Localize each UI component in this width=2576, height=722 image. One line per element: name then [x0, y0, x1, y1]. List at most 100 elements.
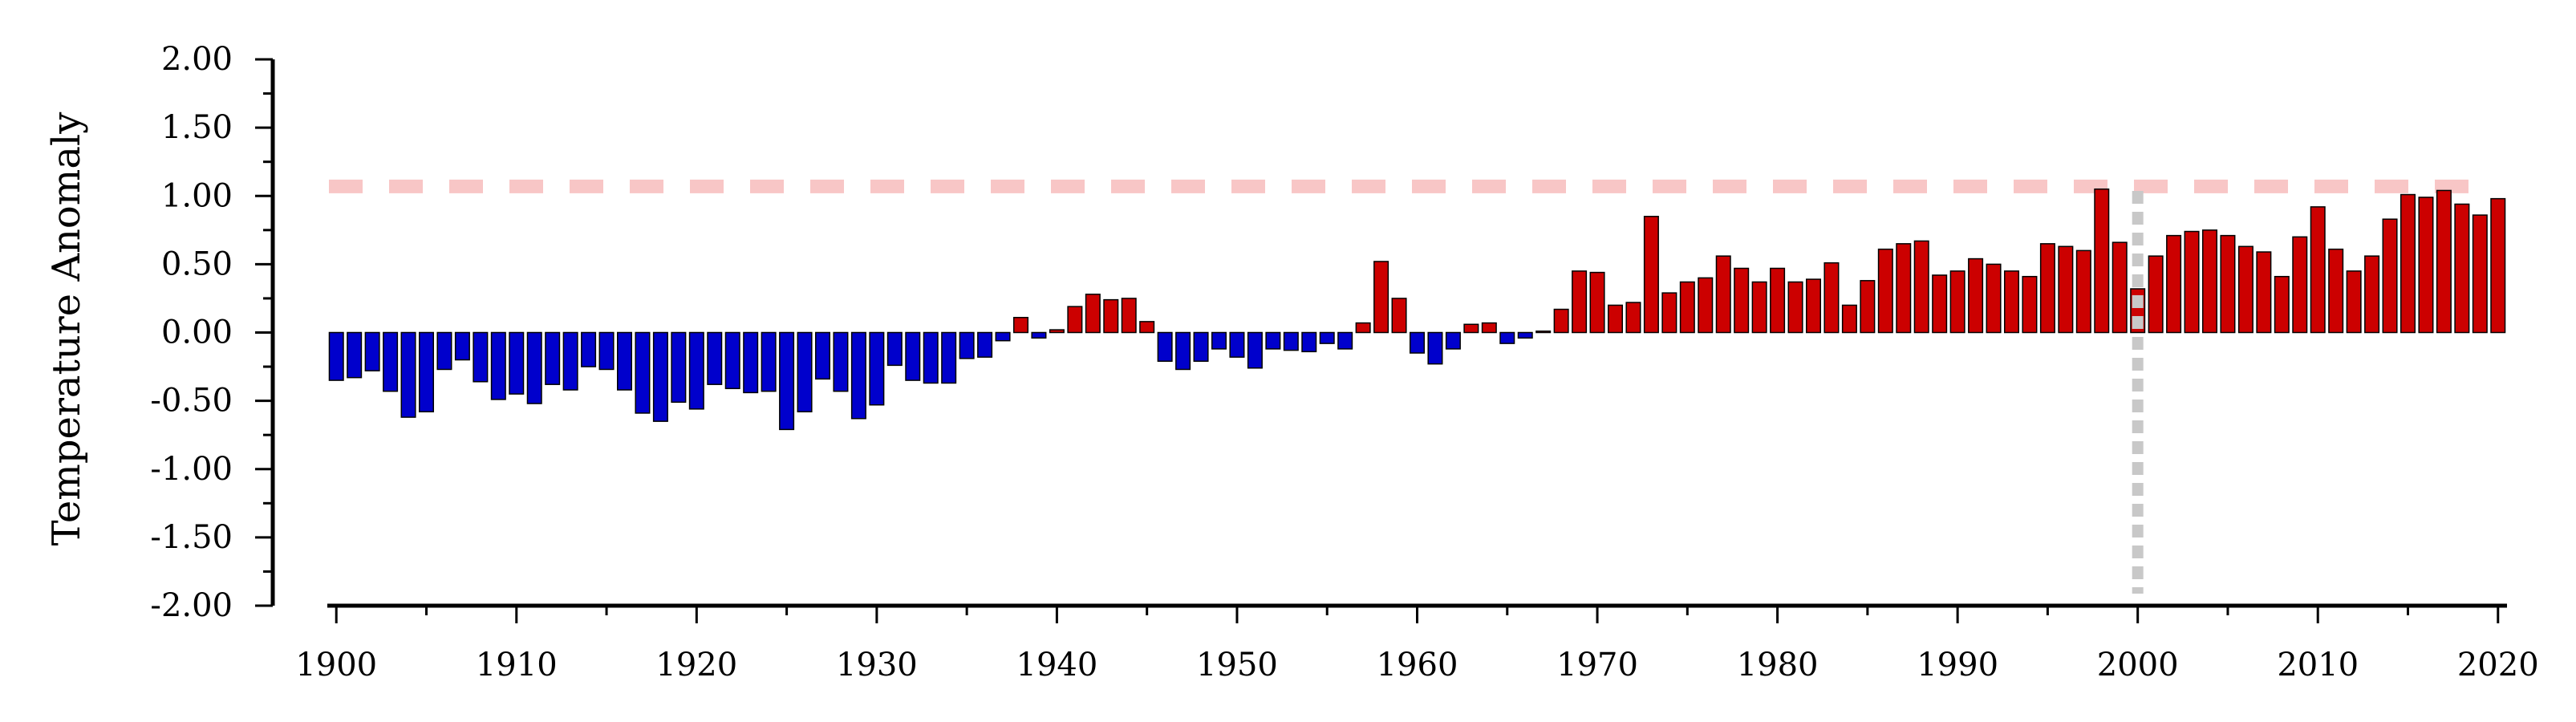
x-tick-label: 2010 [2277, 647, 2359, 683]
bar [616, 331, 633, 391]
bar [2220, 234, 2236, 334]
bar [1715, 255, 1731, 334]
bar [2201, 229, 2218, 334]
x-tick-label: 1980 [1737, 647, 1819, 683]
bar [1535, 331, 1552, 334]
bar [562, 331, 578, 391]
bar [1913, 240, 1929, 334]
bar [509, 331, 525, 395]
bar [1841, 304, 1857, 334]
bar [1031, 331, 1047, 339]
bar [1409, 331, 1426, 354]
bar [2112, 241, 2128, 334]
bar [1157, 331, 1173, 363]
y-tick-label: -1.50 [150, 519, 233, 556]
bar [1463, 323, 1479, 334]
bar [436, 331, 452, 371]
bar [1877, 248, 1893, 334]
x-tick-label: 1970 [1556, 647, 1638, 683]
bar [1067, 306, 1083, 334]
bar [941, 331, 957, 384]
bar [2472, 214, 2488, 334]
bar [1932, 274, 1948, 334]
bar [1265, 331, 1281, 350]
bar [1121, 298, 1137, 334]
bar [2039, 243, 2055, 334]
bar [581, 331, 597, 367]
bar [1283, 331, 1299, 351]
bar [850, 331, 866, 420]
bar [2058, 245, 2074, 334]
x-tick-label: 1930 [836, 647, 918, 683]
bar [2184, 230, 2200, 334]
bar [526, 331, 542, 404]
y-tick-label: -0.50 [150, 383, 233, 420]
y-tick-label: -2.00 [150, 587, 233, 624]
bar [383, 331, 399, 392]
bar [1085, 294, 1101, 334]
bar [1572, 270, 1588, 334]
bar [328, 331, 344, 381]
bar [886, 331, 903, 367]
bar [1896, 243, 1912, 334]
bar [995, 331, 1011, 342]
bar [490, 331, 506, 400]
y-axis-label: Temperature Anomaly [44, 112, 89, 546]
y-tick-label: -1.00 [150, 451, 233, 488]
bar [400, 331, 416, 418]
bar [347, 331, 363, 379]
bar [2292, 236, 2308, 334]
bar [2454, 203, 2470, 334]
bar [473, 331, 489, 383]
bar [2382, 218, 2398, 334]
x-tick-label: 2020 [2457, 647, 2539, 683]
bar [1391, 298, 1407, 334]
bar [1968, 258, 1984, 334]
bar [2310, 206, 2326, 334]
bar [761, 331, 777, 392]
x-tick-label: 1920 [655, 647, 737, 683]
bar [1860, 280, 1876, 334]
bar [743, 331, 759, 394]
bar [2022, 275, 2038, 334]
x-tick-label: 1960 [1377, 647, 1458, 683]
bar [2436, 189, 2452, 334]
y-tick-label: 1.50 [161, 109, 233, 146]
bar [1823, 262, 1840, 334]
bar [1481, 322, 1497, 334]
bar [1445, 331, 1461, 350]
bar [1949, 270, 1965, 334]
bar [2166, 234, 2182, 334]
x-tick-label: 1900 [295, 647, 377, 683]
x-tick-label: 2000 [2097, 647, 2179, 683]
bar [454, 331, 470, 361]
bar [2075, 249, 2091, 334]
bar [1012, 317, 1029, 334]
bar [2148, 255, 2164, 334]
bar [652, 331, 668, 422]
bar [2328, 248, 2344, 334]
bar [1193, 331, 1209, 363]
bar [1553, 308, 1569, 334]
bar [905, 331, 921, 381]
x-tick-label: 1950 [1196, 647, 1278, 683]
y-tick-label: 1.00 [161, 177, 233, 214]
bar [814, 331, 831, 380]
bar [688, 331, 704, 410]
bar [923, 331, 939, 384]
bar [2364, 255, 2380, 334]
x-tick-label: 1940 [1016, 647, 1098, 683]
bar [2237, 245, 2253, 334]
bar [1517, 331, 1533, 339]
bar [364, 331, 380, 371]
bar [1679, 281, 1695, 334]
bar [1734, 267, 1750, 334]
bar [1337, 331, 1353, 350]
bar [1427, 331, 1443, 365]
bar [1049, 329, 1065, 334]
bar [1301, 331, 1317, 353]
bar [1805, 278, 1822, 334]
bar [724, 331, 740, 390]
y-tick-label: 0.00 [161, 314, 233, 351]
